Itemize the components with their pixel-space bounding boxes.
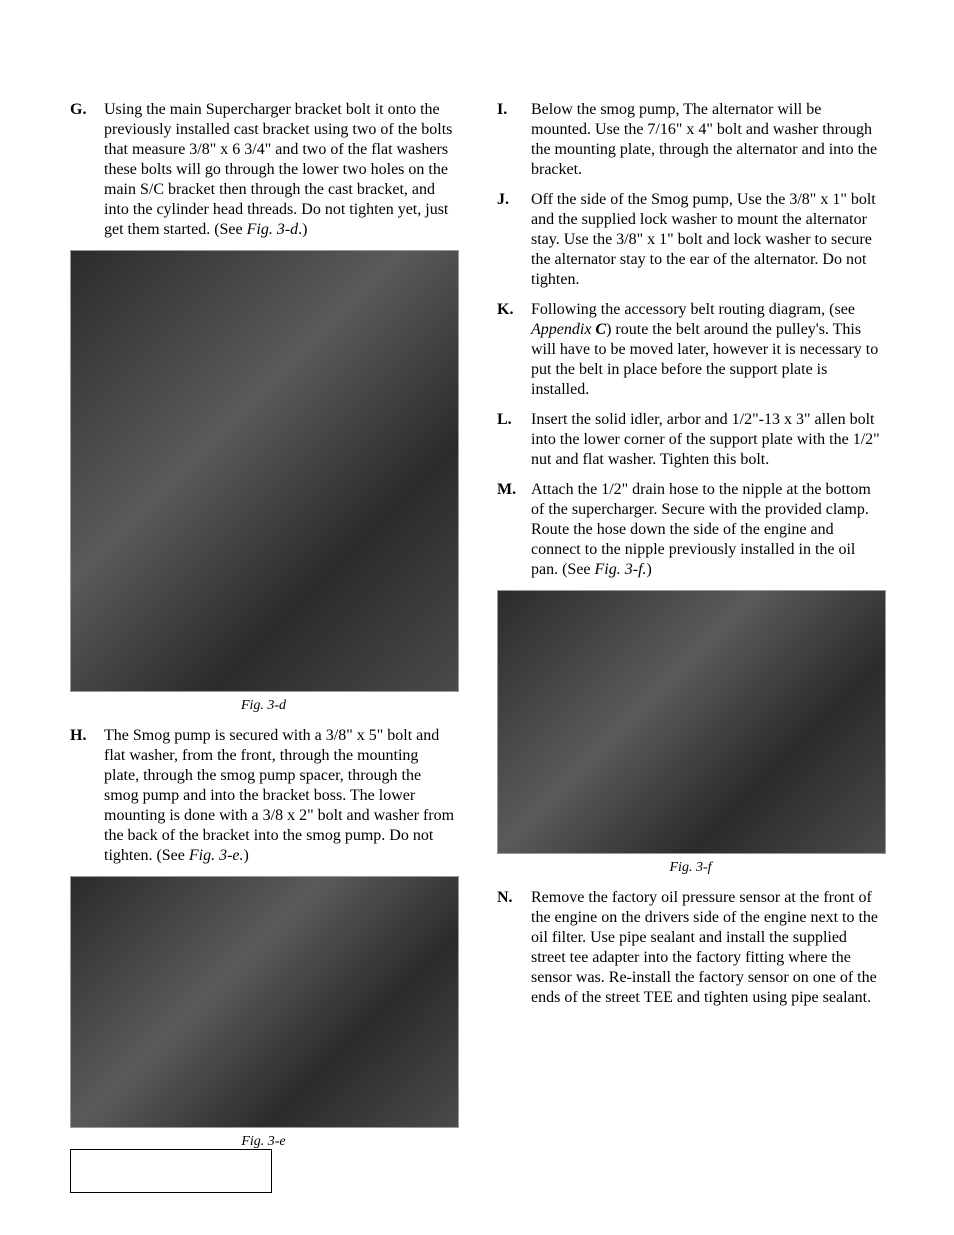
item-letter: N.: [497, 888, 531, 1008]
list-item-h: H. The Smog pump is secured with a 3/8" …: [70, 726, 457, 866]
list-item-k: K. Following the accessory belt routing …: [497, 300, 884, 400]
item-letter: K.: [497, 300, 531, 400]
item-text: Below the smog pump, The alternator will…: [531, 100, 884, 180]
item-text: Attach the 1/2" drain hose to the nipple…: [531, 480, 884, 580]
item-body: Using the main Supercharger bracket bolt…: [104, 101, 452, 238]
figure-3e-caption: Fig. 3-e: [70, 1134, 457, 1150]
figure-ref: Fig. 3-e.: [189, 847, 244, 864]
list-item-m: M. Attach the 1/2" drain hose to the nip…: [497, 480, 884, 580]
item-after-ref: ): [244, 847, 249, 864]
figure-ref: Fig. 3-f.: [595, 561, 647, 578]
item-after-ref: ): [647, 561, 652, 578]
item-letter: H.: [70, 726, 104, 866]
item-text: Off the side of the Smog pump, Use the 3…: [531, 190, 884, 290]
item-text: Using the main Supercharger bracket bolt…: [104, 100, 457, 240]
item-after-ref: .): [298, 221, 307, 238]
item-body: The Smog pump is secured with a 3/8" x 5…: [104, 727, 454, 864]
item-letter: J.: [497, 190, 531, 290]
appendix-ref-bold: C: [595, 321, 606, 338]
document-page: G. Using the main Supercharger bracket b…: [0, 0, 954, 1235]
list-item-g: G. Using the main Supercharger bracket b…: [70, 100, 457, 240]
item-text: The Smog pump is secured with a 3/8" x 5…: [104, 726, 457, 866]
footer-empty-box: [70, 1149, 272, 1193]
list-item-n: N. Remove the factory oil pressure senso…: [497, 888, 884, 1008]
list-item-l: L. Insert the solid idler, arbor and 1/2…: [497, 410, 884, 470]
list-item-j: J. Off the side of the Smog pump, Use th…: [497, 190, 884, 290]
item-letter: M.: [497, 480, 531, 580]
item-letter: I.: [497, 100, 531, 180]
figure-ref: Fig. 3-d: [247, 221, 299, 238]
appendix-ref: Appendix: [531, 321, 595, 338]
figure-3d-image: [70, 250, 459, 692]
figure-3d: [70, 250, 457, 692]
item-body: Attach the 1/2" drain hose to the nipple…: [531, 481, 871, 578]
two-column-layout: G. Using the main Supercharger bracket b…: [70, 100, 884, 1162]
figure-3e: [70, 876, 457, 1128]
figure-3f-image: [497, 590, 886, 854]
item-text: Insert the solid idler, arbor and 1/2"-1…: [531, 410, 884, 470]
right-column: I. Below the smog pump, The alternator w…: [497, 100, 884, 1162]
item-letter: L.: [497, 410, 531, 470]
item-text: Following the accessory belt routing dia…: [531, 300, 884, 400]
item-text: Remove the factory oil pressure sensor a…: [531, 888, 884, 1008]
figure-3f: [497, 590, 884, 854]
item-pre: Following the accessory belt routing dia…: [531, 301, 855, 318]
list-item-i: I. Below the smog pump, The alternator w…: [497, 100, 884, 180]
figure-3f-caption: Fig. 3-f: [497, 860, 884, 876]
figure-3d-caption: Fig. 3-d: [70, 698, 457, 714]
figure-3e-image: [70, 876, 459, 1128]
left-column: G. Using the main Supercharger bracket b…: [70, 100, 457, 1162]
item-letter: G.: [70, 100, 104, 240]
